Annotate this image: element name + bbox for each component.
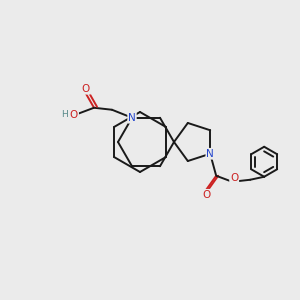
Text: O: O — [230, 173, 238, 183]
Text: H: H — [61, 110, 68, 119]
Text: O: O — [70, 110, 78, 120]
Text: N: N — [128, 113, 136, 123]
Text: O: O — [202, 190, 210, 200]
Text: O: O — [82, 84, 90, 94]
Text: N: N — [206, 149, 214, 159]
